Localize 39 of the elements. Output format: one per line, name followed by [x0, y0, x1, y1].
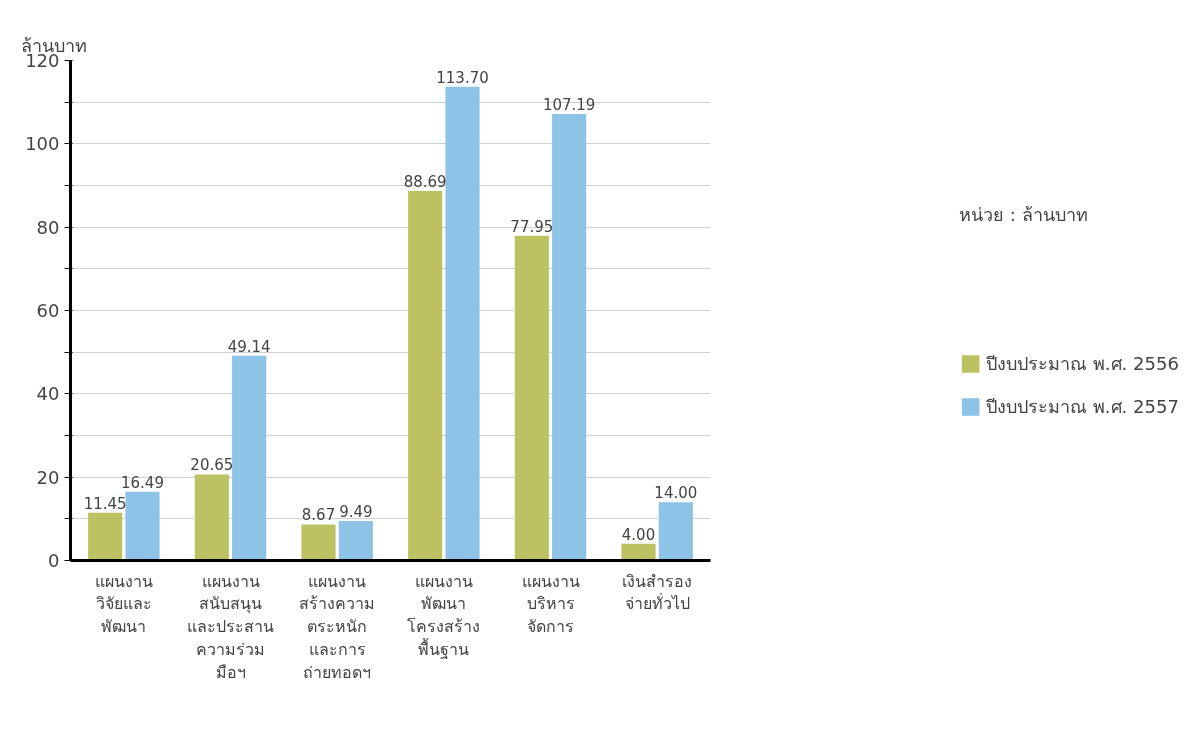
bar: [88, 512, 123, 561]
data-label: 49.14: [227, 337, 271, 356]
x-tick-label: แผนงาน สร้างความ ตระหนัก และการ ถ่ายทอดฯ: [299, 571, 376, 682]
legend-label: ปีงบประมาณ พ.ศ. 2557: [986, 394, 1179, 419]
y-tick-label: 40: [36, 383, 60, 405]
data-label: 14.00: [654, 484, 698, 503]
bar: [621, 543, 656, 561]
legend-label: ปีงบประมาณ พ.ศ. 2556: [986, 351, 1179, 376]
text: หน่วย : ล้านบาท: [959, 202, 1089, 227]
bar: [301, 524, 336, 561]
y-tick-label: 100: [25, 133, 60, 155]
data-label: 20.65: [190, 456, 234, 475]
data-label: 113.70: [436, 68, 489, 87]
data-label: 88.69: [403, 172, 447, 191]
bar: [445, 86, 480, 561]
bar: [514, 235, 549, 561]
bar: [125, 491, 160, 561]
data-label: 77.95: [510, 217, 554, 236]
data-label: 4.00: [621, 525, 656, 544]
y-tick-label: 0: [48, 550, 60, 571]
bar: [194, 474, 229, 561]
x-tick-label: แผนงาน บริหาร จัดการ: [521, 571, 580, 637]
bar: [338, 520, 373, 561]
bar: [408, 190, 443, 561]
data-label: 9.49: [339, 502, 373, 521]
x-tick-label: แผนงาน พัฒนา โครงสร้าง พื้นฐาน: [407, 571, 481, 659]
data-label: 16.49: [121, 473, 164, 492]
x-tick-label: แผนงาน สนับสนุน และประสาน ความร่วม มือฯ: [187, 571, 274, 682]
x-tick-label: เงินสำรอง จ่ายทั่วไป: [622, 571, 693, 614]
y-tick-label: 20: [36, 466, 60, 488]
y-tick-label: 60: [36, 300, 60, 321]
bar: [552, 113, 587, 561]
bar: [232, 355, 267, 561]
data-label: 8.67: [301, 506, 336, 525]
y-tick-label: 80: [36, 216, 60, 238]
data-label: 107.19: [542, 95, 596, 114]
data-label: 11.45: [83, 494, 127, 513]
bar: [658, 502, 693, 561]
x-tick-label: แผนงาน วิจัยและ พัฒนา: [94, 571, 153, 637]
